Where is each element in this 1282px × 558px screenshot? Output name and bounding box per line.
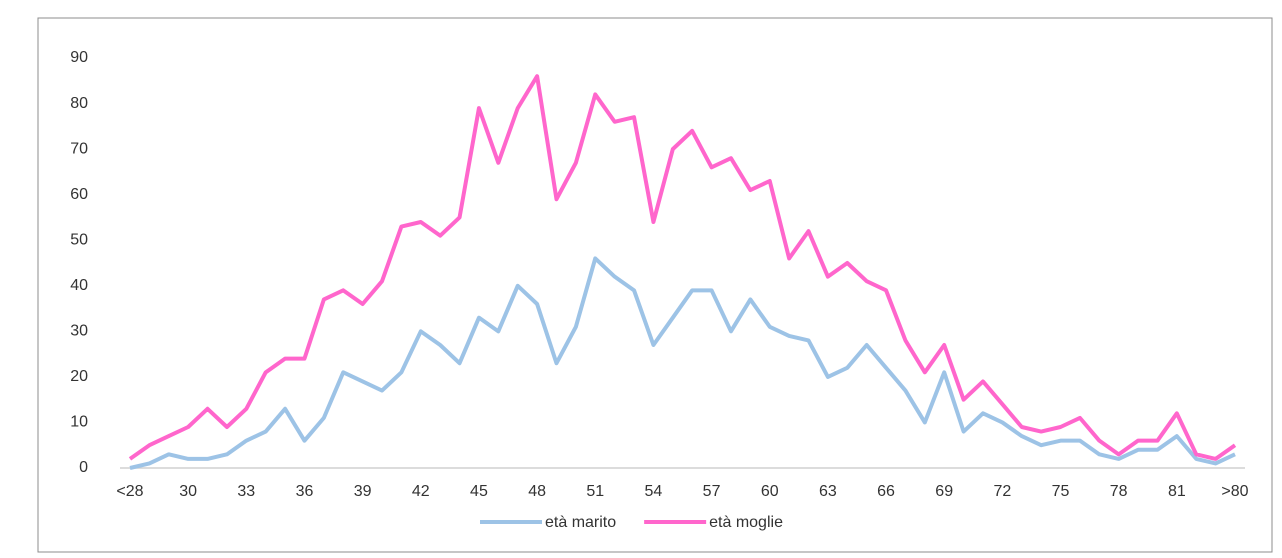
x-tick-label: 75 [1052, 483, 1070, 500]
x-tick-label: 69 [935, 483, 953, 500]
x-tick-label: 63 [819, 483, 837, 500]
x-tick-label: <28 [116, 483, 143, 500]
x-tick-label: 66 [877, 483, 895, 500]
x-tick-label: 33 [237, 483, 255, 500]
x-tick-label: 72 [993, 483, 1011, 500]
series-line [128, 74, 1237, 461]
legend-label: età marito [545, 514, 616, 531]
x-tick-label: 57 [703, 483, 721, 500]
x-tick-label: >80 [1221, 483, 1248, 500]
y-tick-label: 80 [70, 95, 88, 112]
series-line [129, 256, 1236, 470]
chart-frame [37, 17, 1273, 553]
y-tick-label: 10 [70, 414, 88, 431]
y-tick-label: 40 [70, 277, 88, 294]
x-tick-label: 54 [645, 483, 663, 500]
x-tick-label: 36 [296, 483, 314, 500]
y-tick-label: 0 [79, 459, 88, 476]
y-tick-label: 70 [70, 140, 88, 157]
y-tick-label: 30 [70, 323, 88, 340]
x-tick-label: 81 [1168, 483, 1186, 500]
x-tick-label: 51 [586, 483, 604, 500]
x-tick-label: 48 [528, 483, 546, 500]
legend-label: età moglie [709, 514, 783, 531]
x-tick-label: 39 [354, 483, 372, 500]
x-tick-label: 42 [412, 483, 430, 500]
x-tick-label: 45 [470, 483, 488, 500]
y-tick-label: 60 [70, 186, 88, 203]
x-tick-label: 60 [761, 483, 779, 500]
y-tick-label: 90 [70, 49, 88, 66]
y-tick-label: 20 [70, 368, 88, 385]
x-tick-label: 78 [1110, 483, 1128, 500]
y-tick-label: 50 [70, 231, 88, 248]
x-tick-label: 30 [179, 483, 197, 500]
